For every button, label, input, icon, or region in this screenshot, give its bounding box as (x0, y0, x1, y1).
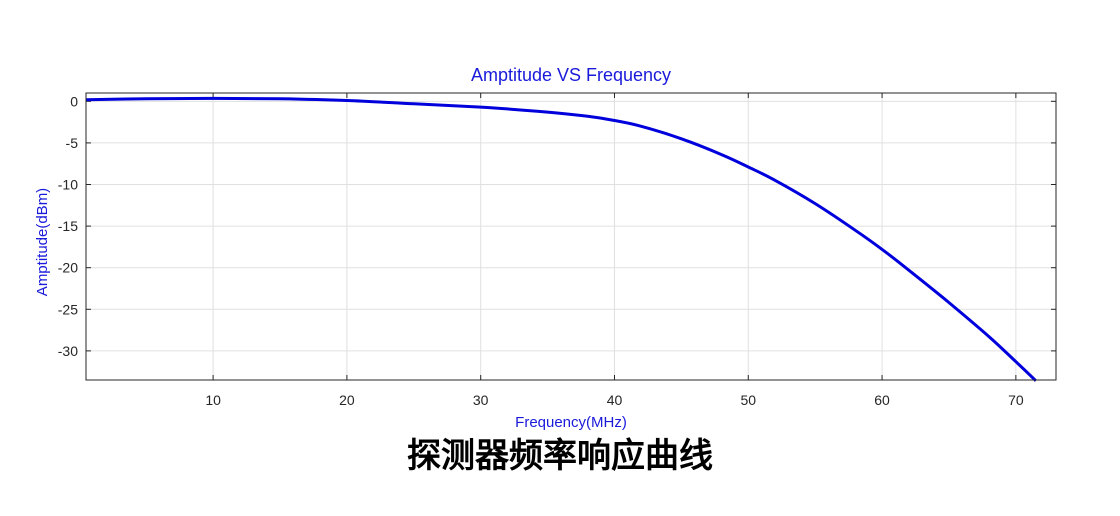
x-axis-ticks: 10 20 30 40 50 60 70 (205, 93, 1024, 408)
y-axis-label: Amptitude(dBm) (34, 188, 51, 296)
y-axis-ticks: 0 -5 -10 -15 -20 -25 -30 (58, 93, 1056, 359)
plot-area-border (85, 92, 1057, 381)
x-axis-label: Frequency(MHz) (515, 414, 627, 431)
x-tick-label: 10 (205, 392, 221, 408)
x-tick-label: 70 (1008, 392, 1024, 408)
x-tick-label: 20 (339, 392, 355, 408)
amplitude-curve (85, 96, 1037, 382)
figure-caption: 探测器频率响应曲线 (407, 436, 713, 476)
y-tick-label: -15 (58, 218, 78, 234)
y-tick-label: -20 (58, 260, 78, 276)
x-tick-label: 60 (874, 392, 890, 408)
x-tick-label: 30 (473, 392, 489, 408)
y-tick-label: -25 (58, 301, 78, 317)
y-tick-label: -5 (66, 135, 79, 151)
x-tick-label: 50 (740, 392, 756, 408)
grid-lines (86, 93, 1056, 380)
x-tick-label: 40 (607, 392, 623, 408)
y-tick-label: 0 (70, 93, 78, 109)
y-tick-label: -10 (58, 177, 78, 193)
y-tick-label: -30 (58, 343, 78, 359)
chart-title: Amptitude VS Frequency (471, 65, 671, 85)
